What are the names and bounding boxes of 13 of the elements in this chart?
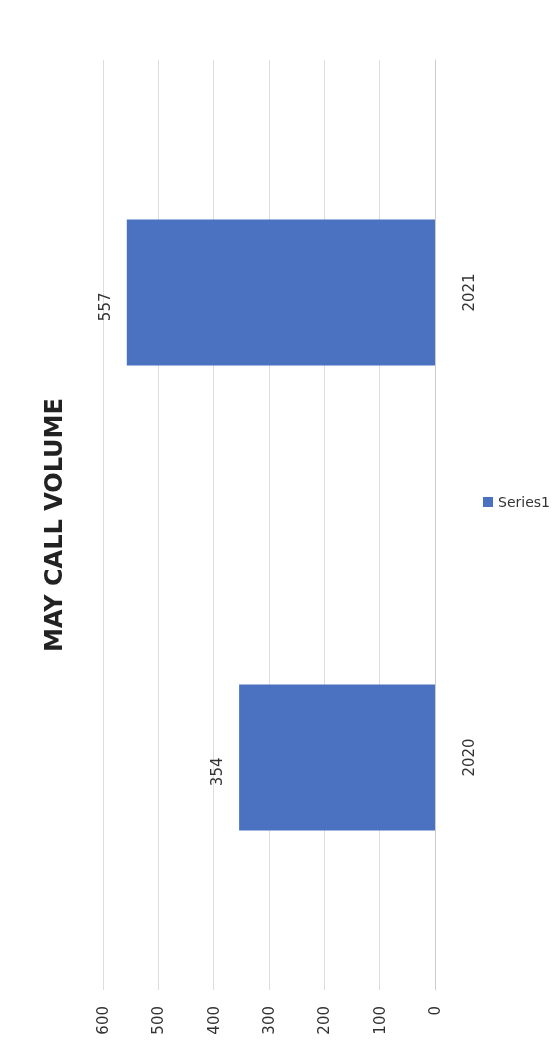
legend-label: Series1	[498, 494, 550, 510]
data-label: 354	[208, 757, 227, 787]
data-label: 557	[95, 292, 114, 322]
x-tick-label: 300	[260, 1006, 278, 1035]
x-tick-label: 500	[149, 1006, 168, 1035]
x-tick-label: 600	[94, 1006, 112, 1035]
x-tick-label: 400	[204, 1006, 223, 1035]
x-tick-label: 200	[315, 1006, 334, 1035]
x-tick-label: 100	[370, 1006, 389, 1035]
y-tick-label: 2020	[459, 738, 478, 777]
text: MAY CALL VOLUME	[40, 398, 68, 652]
y-tick-label: 2021	[459, 273, 478, 312]
x-tick-label: 0	[426, 1006, 444, 1016]
